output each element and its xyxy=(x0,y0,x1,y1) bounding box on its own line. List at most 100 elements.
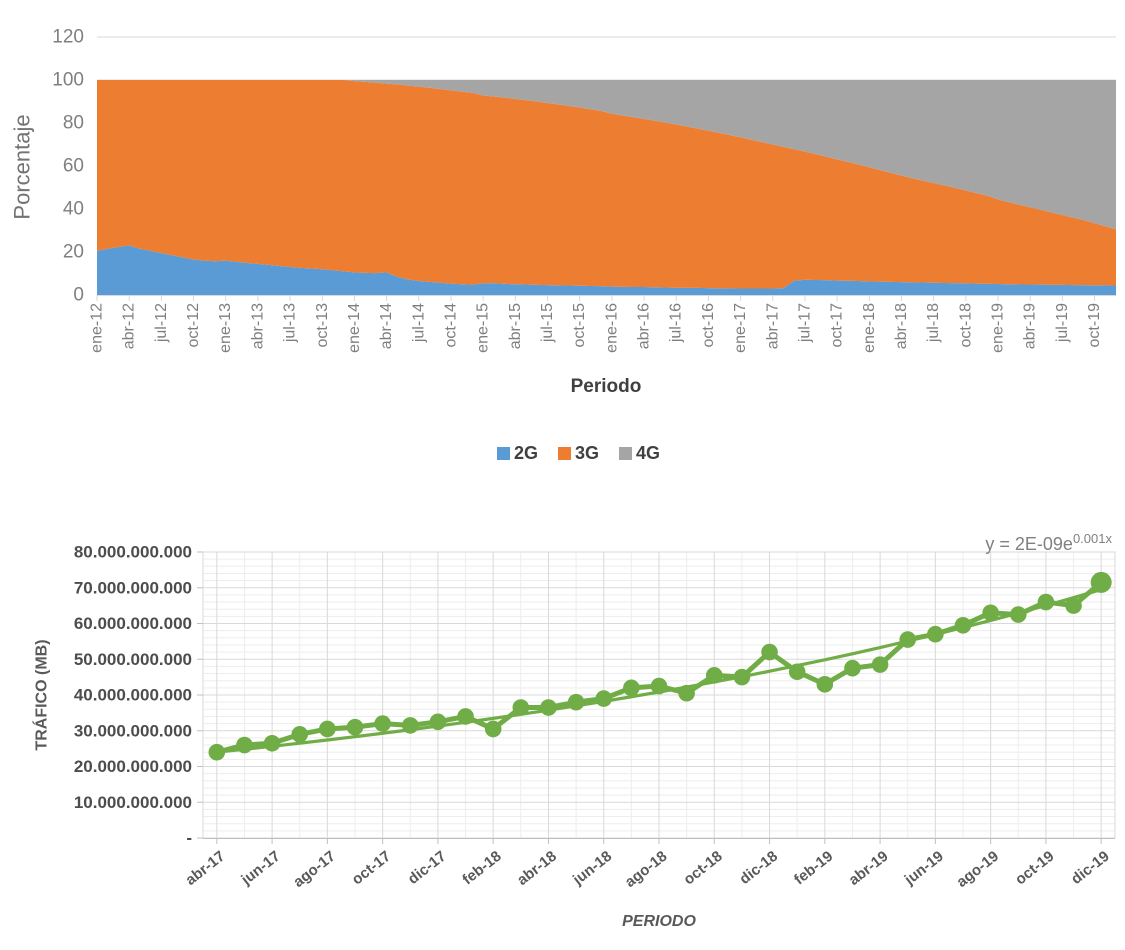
traffic-y-tick-label: 70.000.000.000 xyxy=(74,578,192,597)
data-point-marker xyxy=(512,699,530,716)
data-point-marker xyxy=(844,659,861,677)
data-point-marker xyxy=(623,679,640,697)
data-point-marker xyxy=(954,616,972,634)
top-x-tick-label: abr-17 xyxy=(764,303,781,349)
area-series-4g xyxy=(97,80,1116,230)
data-point-marker xyxy=(678,684,695,702)
data-point-marker xyxy=(595,690,613,707)
legend-label-3g: 3G xyxy=(575,443,599,463)
area-series-3g xyxy=(97,80,1116,289)
data-point-marker xyxy=(705,667,723,684)
data-point-marker xyxy=(871,656,889,673)
top-y-tick-label: 0 xyxy=(73,285,84,306)
traffic-x-axis-title: PERIODO xyxy=(622,913,696,930)
top-x-tick-label: abr-18 xyxy=(893,303,910,349)
legend-swatch-4g xyxy=(619,447,632,460)
top-x-tick-label: ene-18 xyxy=(861,303,878,353)
top-x-tick-label: oct-18 xyxy=(957,303,974,348)
top-x-axis-title: Periodo xyxy=(571,376,642,397)
data-point-marker xyxy=(401,717,419,734)
data-point-marker xyxy=(761,643,778,661)
top-x-tick-label: abr-12 xyxy=(121,303,138,349)
top-x-tick-label: abr-14 xyxy=(378,303,395,349)
traffic-x-tick-label: oct-18 xyxy=(680,848,725,889)
data-point-marker xyxy=(291,726,309,743)
traffic-line-chart: 80.000.000.000 70.000.000.000 60.000.000.0… xyxy=(32,531,1116,930)
traffic-x-tick-label: abr-17 xyxy=(182,848,228,889)
data-point-marker xyxy=(1037,593,1055,611)
top-x-tick-label: ene-17 xyxy=(732,303,749,353)
top-x-tick-label: oct-12 xyxy=(185,303,202,348)
traffic-chart-series xyxy=(208,571,1112,761)
top-chart-areas xyxy=(97,80,1116,295)
traffic-x-tick-label: jun-18 xyxy=(569,848,615,889)
data-point-marker xyxy=(208,743,226,761)
top-x-tick-label: jul-14 xyxy=(410,303,427,343)
data-point-marker xyxy=(540,699,557,716)
top-x-tick-label: jul-18 xyxy=(925,303,942,343)
top-y-tick-label: 20 xyxy=(63,242,84,263)
traffic-x-tick-label: dic-18 xyxy=(736,848,781,888)
traffic-x-tick-label: abr-19 xyxy=(846,848,892,889)
top-y-tick-label: 80 xyxy=(63,113,84,134)
traffic-y-tick-label: 20.000.000.000 xyxy=(74,757,192,776)
traffic-y-tick-label: 80.000.000.000 xyxy=(74,543,192,562)
top-x-tick-label: oct-17 xyxy=(829,303,846,348)
top-x-tick-label: abr-13 xyxy=(249,303,266,349)
top-x-tick-label: jul-19 xyxy=(1054,303,1071,343)
top-x-tick-label: abr-15 xyxy=(507,303,524,349)
data-point-marker xyxy=(346,718,364,736)
top-chart-x-axis: ene-12 abr-12 jul-12 oct-12 ene-13 abr-13 jul-… xyxy=(89,295,1103,353)
data-point-marker xyxy=(429,713,447,731)
traffic-x-tick-label: jun-17 xyxy=(237,848,283,889)
data-point-marker xyxy=(567,693,585,711)
area-series-2g xyxy=(97,245,1116,295)
traffic-y-tick-label: 40.000.000.000 xyxy=(74,686,192,705)
top-x-tick-label: abr-16 xyxy=(636,303,653,349)
top-x-tick-label: ene-16 xyxy=(603,303,620,353)
data-point-marker xyxy=(236,736,253,754)
top-chart-y-axis: 0 20 40 60 80 100 120 xyxy=(52,27,84,306)
data-point-marker xyxy=(788,663,806,681)
traffic-x-tick-label: oct-17 xyxy=(349,848,394,889)
top-x-tick-label: jul-12 xyxy=(153,303,170,343)
top-x-tick-label: jul-13 xyxy=(282,303,299,343)
traffic-x-tick-label: feb-18 xyxy=(459,848,504,889)
top-x-tick-label: ene-12 xyxy=(89,303,106,353)
top-x-tick-label: ene-13 xyxy=(217,303,234,353)
technology-share-area-chart: 0 20 40 60 80 100 120 ene-12 abr-12 jul-12 oct-12… xyxy=(10,27,1116,463)
traffic-y-tick-label: 50.000.000.000 xyxy=(74,650,192,669)
traffic-x-tick-label: ago-19 xyxy=(954,848,1003,891)
data-point-marker xyxy=(982,604,999,622)
top-x-tick-label: oct-14 xyxy=(442,303,459,348)
traffic-x-tick-label: abr-18 xyxy=(514,848,560,889)
data-point-marker xyxy=(650,677,668,695)
legend-label-2g: 2G xyxy=(514,443,538,463)
data-point-marker xyxy=(1065,597,1082,614)
top-x-tick-label: ene-14 xyxy=(346,303,363,353)
top-y-tick-label: 100 xyxy=(52,70,84,91)
traffic-chart-y-axis: 80.000.000.000 70.000.000.000 60.000.000.0… xyxy=(74,543,203,848)
traffic-x-tick-label: ago-17 xyxy=(290,848,339,891)
traffic-chart-x-axis: abr-17 jun-17 ago-17 oct-17 dic-17 feb-18 abr-… xyxy=(182,838,1113,891)
data-point-marker xyxy=(484,720,502,738)
traffic-x-tick-label: oct-19 xyxy=(1012,848,1057,889)
top-x-tick-label: jul-15 xyxy=(539,303,556,343)
traffic-y-tick-label: 30.000.000.000 xyxy=(74,721,192,740)
top-y-tick-label: 120 xyxy=(52,27,84,48)
traffic-y-tick-label: - xyxy=(186,829,192,848)
top-x-tick-label: jul-17 xyxy=(796,303,813,343)
top-x-tick-label: jul-16 xyxy=(668,303,685,343)
top-y-tick-label: 40 xyxy=(63,199,84,220)
traffic-y-axis-title: TRÁFICO (MB) xyxy=(32,639,51,750)
legend-swatch-3g xyxy=(558,447,571,460)
traffic-x-tick-label: jun-19 xyxy=(901,848,947,889)
top-x-tick-label: oct-13 xyxy=(314,303,331,348)
data-point-marker xyxy=(1090,571,1112,593)
traffic-y-tick-label: 60.000.000.000 xyxy=(74,614,192,633)
data-point-marker xyxy=(374,715,391,732)
data-point-marker xyxy=(733,668,751,686)
data-point-marker xyxy=(1009,606,1027,623)
data-point-marker xyxy=(816,675,834,693)
